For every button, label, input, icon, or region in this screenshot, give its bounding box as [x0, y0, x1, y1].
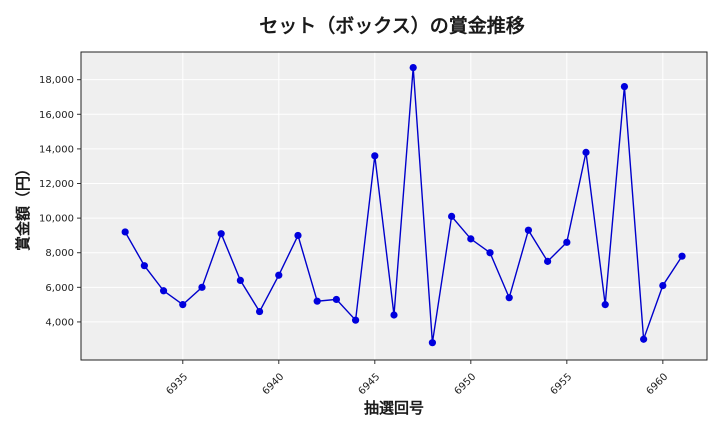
- y-tick-label: 16,000: [39, 110, 74, 121]
- data-point: [332, 295, 340, 304]
- x-axis-label: 抽選回号: [364, 399, 424, 417]
- y-tick-label: 10,000: [39, 214, 74, 225]
- x-tick-label: 6950: [453, 371, 479, 397]
- y-tick-label: 18,000: [39, 75, 74, 86]
- data-point: [620, 83, 629, 91]
- data-point: [409, 63, 417, 72]
- data-point: [371, 152, 379, 160]
- x-tick-label: 6960: [645, 371, 671, 397]
- x-tick-label: 6955: [549, 371, 575, 397]
- x-tick-label: 6940: [261, 371, 287, 397]
- plot-frame: [80, 51, 708, 361]
- data-point: [179, 301, 187, 309]
- data-point: [236, 276, 244, 285]
- data-point: [198, 283, 206, 291]
- y-tick-label: 14,000: [39, 144, 74, 155]
- data-point: [428, 339, 437, 347]
- data-point: [640, 335, 648, 343]
- data-point: [563, 238, 571, 246]
- data-point: [351, 316, 360, 324]
- data-point: [659, 281, 667, 290]
- data-point: [275, 271, 283, 279]
- x-tick-label: 6945: [357, 371, 383, 397]
- y-tick-label: 8,000: [45, 248, 74, 259]
- data-point: [467, 235, 475, 243]
- data-point: [524, 226, 533, 234]
- series-line: [124, 67, 683, 343]
- data-point: [121, 228, 129, 236]
- chart-title: セット（ボックス）の賞金推移: [259, 14, 524, 37]
- data-point: [448, 212, 456, 220]
- data-point: [313, 297, 321, 305]
- data-point: [544, 257, 552, 265]
- y-tick-label: 12,000: [39, 179, 74, 190]
- data-point: [486, 249, 494, 257]
- data-point: [217, 230, 225, 238]
- data-point: [294, 231, 302, 240]
- data-point: [582, 148, 590, 156]
- data-point: [140, 262, 148, 270]
- data-point: [255, 307, 264, 316]
- data-point: [678, 252, 686, 260]
- grid-lines: [81, 52, 707, 360]
- y-tick-label: 6,000: [45, 283, 74, 294]
- data-point: [159, 287, 168, 295]
- data-series: [121, 63, 686, 347]
- data-point: [601, 301, 609, 309]
- x-tick-label: 6935: [165, 371, 191, 397]
- data-point: [505, 294, 513, 302]
- data-point: [390, 311, 398, 319]
- y-axis-label: 賞金額（円）: [14, 161, 32, 251]
- y-tick-label: 4,000: [45, 317, 74, 328]
